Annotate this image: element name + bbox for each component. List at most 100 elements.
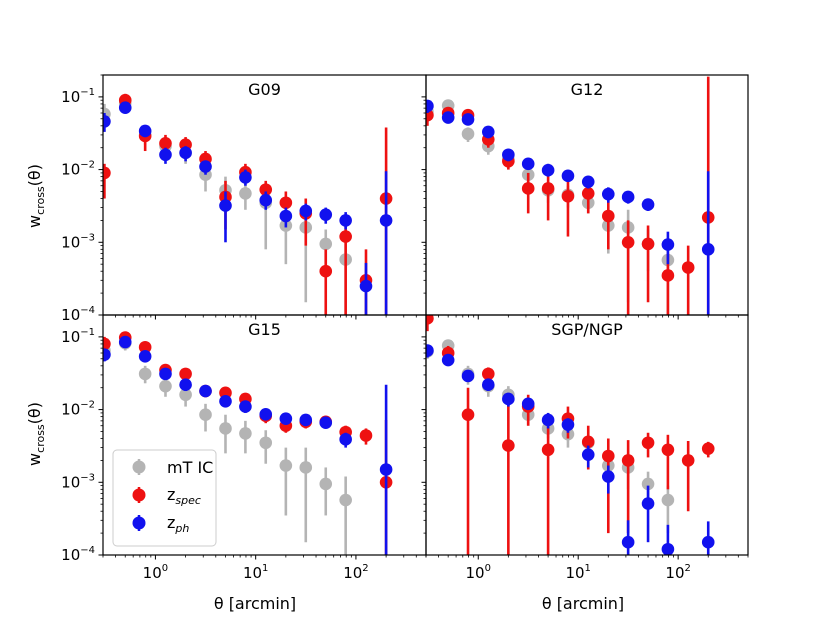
panel-g09: G09 10−1 10−2 10−3 10−4 bbox=[61, 74, 427, 324]
axis-labels: θ [arcmin] θ [arcmin] wcross(θ) wcross(θ… bbox=[25, 164, 624, 613]
data-point-spec bbox=[159, 136, 172, 150]
data-point-spec bbox=[581, 187, 595, 200]
data-point-ph bbox=[541, 413, 555, 427]
data-point-ph bbox=[521, 157, 535, 171]
data-point-ph bbox=[179, 378, 192, 391]
data-point-mt bbox=[661, 493, 675, 507]
data-point-spec bbox=[641, 436, 655, 450]
data-point-mt bbox=[319, 477, 333, 491]
panels-layer: G09 10−1 10−2 10−3 10−4 G12 G15 100 101 102 10−1 10… bbox=[61, 74, 749, 582]
data-point-ph bbox=[299, 413, 313, 427]
data-point-ph bbox=[239, 171, 252, 184]
data-point-ph bbox=[159, 148, 172, 162]
data-point-ph bbox=[581, 448, 595, 461]
data-point-ph bbox=[103, 348, 111, 361]
data-point-spec bbox=[621, 454, 635, 467]
data-point-ph bbox=[138, 350, 152, 363]
data-point-mt bbox=[219, 422, 232, 435]
data-point-ph bbox=[118, 335, 132, 349]
data-point-ph bbox=[259, 408, 273, 421]
data-point-ph bbox=[502, 392, 515, 406]
data-point-ph bbox=[138, 124, 152, 138]
x-tick-label: 102 bbox=[665, 563, 690, 582]
panel-title: G09 bbox=[248, 80, 281, 99]
x-tick-label: 100 bbox=[466, 563, 491, 582]
panel-title: SGP/NGP bbox=[551, 320, 623, 339]
x-tick-label: 100 bbox=[143, 563, 168, 582]
data-point-spec bbox=[179, 367, 192, 381]
x-tick-label: 101 bbox=[565, 563, 590, 582]
legend-label-mt: mT IC bbox=[167, 458, 213, 477]
y-tick-label: 10−2 bbox=[61, 400, 95, 419]
data-point-spec bbox=[601, 449, 615, 463]
data-point-ph bbox=[426, 344, 434, 357]
legend-marker-spec bbox=[132, 488, 146, 502]
data-point-ph bbox=[621, 535, 635, 549]
data-point-spec bbox=[561, 189, 575, 203]
data-point-mt bbox=[461, 127, 475, 141]
x-axis-label: θ [arcmin] bbox=[542, 594, 624, 613]
data-point-mt bbox=[299, 461, 313, 474]
data-point-mt bbox=[239, 427, 252, 440]
y-tick-label: 10−4 bbox=[61, 545, 95, 564]
data-point-spec bbox=[621, 235, 635, 249]
panel-plot-area bbox=[426, 76, 715, 315]
data-point-ph bbox=[521, 397, 535, 411]
y-tick-label: 10−4 bbox=[61, 305, 95, 324]
data-point-mt bbox=[259, 436, 273, 450]
data-point-ph bbox=[379, 463, 393, 476]
data-point-ph bbox=[441, 111, 455, 124]
panel-frame bbox=[425, 314, 749, 556]
data-point-spec bbox=[103, 166, 111, 180]
x-tick-label: 102 bbox=[343, 563, 368, 582]
data-point-ph bbox=[641, 198, 655, 211]
x-tick-label: 101 bbox=[243, 563, 268, 582]
data-point-spec bbox=[681, 454, 695, 467]
y-axis-label: wcross(θ) bbox=[25, 164, 47, 228]
data-point-spec bbox=[521, 182, 535, 195]
legend: mT IC zspec zph bbox=[112, 449, 217, 547]
y-tick-label: 10−1 bbox=[61, 87, 95, 106]
data-point-ph bbox=[621, 190, 635, 204]
data-point-ph bbox=[701, 243, 715, 256]
data-point-ph bbox=[461, 113, 475, 126]
data-point-spec bbox=[461, 408, 475, 422]
data-point-spec bbox=[541, 182, 555, 195]
data-point-ph bbox=[661, 542, 675, 555]
data-point-mt bbox=[339, 493, 352, 507]
panel-sgp-ngp: SGP/NGP 100 101 102 bbox=[421, 314, 749, 582]
data-point-ph bbox=[426, 99, 434, 113]
data-point-mt bbox=[199, 408, 212, 422]
x-axis-label: θ [arcmin] bbox=[214, 594, 296, 613]
data-point-ph bbox=[219, 395, 232, 408]
data-point-ph bbox=[541, 163, 555, 177]
legend-label-spec: zspec bbox=[167, 485, 201, 507]
data-point-spec bbox=[339, 230, 352, 243]
data-point-ph bbox=[561, 169, 575, 183]
data-point-spec bbox=[581, 435, 595, 449]
data-point-spec bbox=[641, 237, 655, 251]
panel-plot-area bbox=[426, 315, 715, 555]
panel-plot-area bbox=[103, 331, 393, 555]
data-point-spec bbox=[541, 443, 555, 457]
data-point-mt bbox=[179, 388, 192, 402]
y-tick-label: 10−3 bbox=[61, 232, 95, 251]
data-point-ph bbox=[179, 146, 192, 160]
y-tick-label: 10−1 bbox=[61, 327, 95, 346]
data-point-ph bbox=[461, 369, 475, 383]
data-point-ph bbox=[359, 279, 373, 293]
data-point-spec bbox=[319, 264, 333, 278]
data-point-ph bbox=[339, 433, 352, 446]
data-point-ph bbox=[239, 400, 252, 413]
data-point-mt bbox=[279, 459, 293, 472]
y-axis-label: wcross(θ) bbox=[25, 402, 47, 466]
data-point-spec bbox=[359, 429, 373, 442]
data-point-ph bbox=[279, 209, 293, 223]
data-point-ph bbox=[601, 470, 615, 483]
data-point-ph bbox=[199, 160, 212, 173]
data-point-mt bbox=[319, 237, 333, 251]
y-tick-label: 10−3 bbox=[61, 472, 95, 491]
data-point-spec bbox=[502, 439, 515, 452]
data-point-spec bbox=[259, 183, 273, 196]
